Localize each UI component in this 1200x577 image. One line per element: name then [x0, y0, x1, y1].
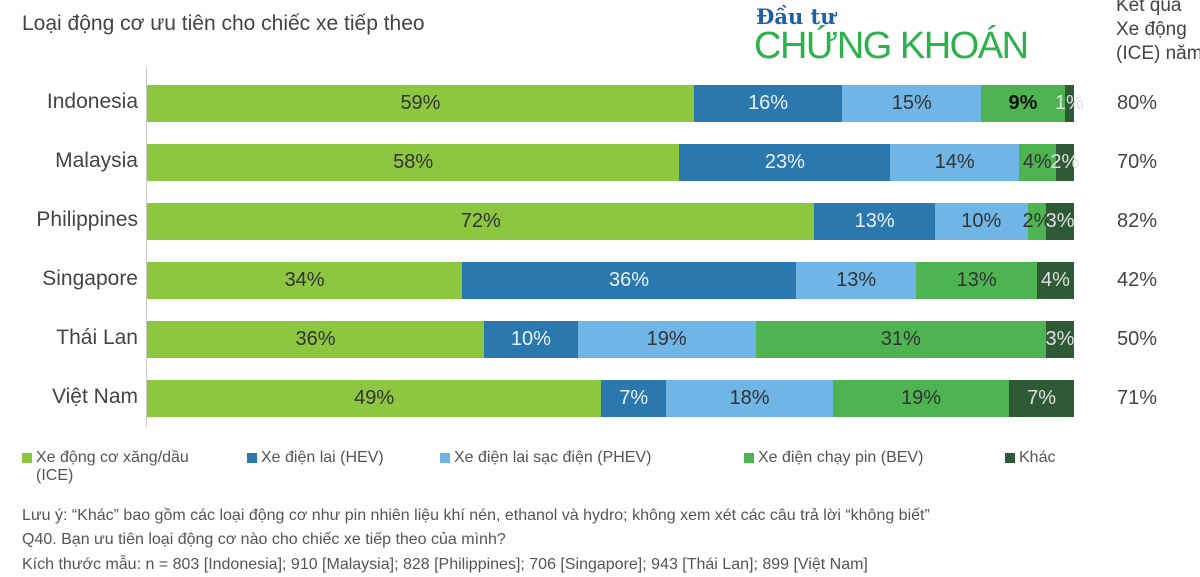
bar-segment: 3% [1046, 321, 1074, 358]
legend-swatch [1005, 453, 1015, 463]
chart-title: Loại động cơ ưu tiên cho chiếc xe tiếp t… [22, 12, 425, 35]
category-label: Philippines [36, 208, 138, 231]
logo-line1: Đầu tư [756, 4, 836, 29]
legend-item: Xe động cơ xăng/dầu (ICE) [22, 449, 222, 485]
bar-segment: 15% [842, 85, 982, 122]
category-label: Việt Nam [52, 385, 138, 408]
bar-segment: 36% [462, 262, 796, 299]
bar-segment: 10% [934, 203, 1028, 240]
logo-line2: CHỨNG KHOÁN [754, 25, 1029, 67]
legend-label: Khác [1019, 449, 1056, 466]
right-value: 71% [1117, 387, 1158, 409]
category-label: Indonesia [46, 90, 138, 113]
bar-segment: 31% [755, 321, 1046, 358]
legend-label: Xe điện chạy pin (BEV) [758, 449, 924, 466]
bar-segment: 7% [601, 380, 667, 417]
legend-label: Xe điện lai (HEV) [261, 449, 384, 466]
bar-segment: 49% [147, 380, 602, 417]
right-header-line: (ICE) năm [1116, 43, 1200, 64]
right-column-header: Kết quả Xe động (ICE) năm [1116, 0, 1200, 66]
axis-line [146, 67, 147, 427]
right-value: 80% [1117, 92, 1158, 114]
bar-segment: 13% [916, 262, 1037, 299]
bar-segment: 19% [832, 380, 1010, 417]
bar-segment: 58% [147, 144, 680, 181]
bar-segment: 2% [1022, 203, 1051, 240]
bar-segment: 3% [1046, 203, 1075, 240]
right-header-line: Kết quả [1116, 0, 1182, 16]
legend-swatch [440, 453, 450, 463]
bar-segment: 23% [679, 144, 891, 181]
right-value: 42% [1117, 269, 1158, 291]
bar-segment: 10% [484, 321, 578, 358]
bar-segment: 7% [1009, 380, 1074, 417]
right-header-line: Xe động [1116, 19, 1187, 40]
legend-swatch [22, 453, 32, 463]
bar-segment: 4% [1036, 262, 1074, 299]
category-label: Malaysia [55, 149, 138, 172]
legend-item: Xe điện chạy pin (BEV) [744, 449, 923, 467]
category-label: Thái Lan [56, 326, 138, 349]
right-value: 70% [1117, 151, 1158, 173]
bar-segment: 13% [795, 262, 917, 299]
legend-swatch [744, 453, 754, 463]
question: Q40. Bạn ưu tiên loại động cơ nào cho ch… [22, 531, 506, 548]
bar-segment: 13% [814, 203, 935, 240]
bar-segment: 34% [147, 262, 463, 299]
bar-segment: 14% [890, 144, 1019, 181]
note: Lưu ý: “Khác” bao gồm các loại động cơ n… [22, 507, 930, 524]
right-value: 50% [1117, 328, 1158, 350]
logo: Đầu tư CHỨNG KHOÁN [754, 4, 1029, 67]
bar-segment: 36% [147, 321, 485, 358]
bar-segment: 4% [1018, 144, 1056, 181]
category-label: Singapore [42, 267, 138, 290]
bar-segment: 1% [1055, 85, 1084, 122]
right-value: 82% [1117, 210, 1158, 232]
bar-segment: 18% [666, 380, 833, 417]
sample-size: Kích thước mẫu: n = 803 [Indonesia]; 910… [22, 556, 868, 573]
bar-segment: 16% [693, 85, 843, 122]
bar-segment: 59% [147, 85, 694, 122]
legend-item: Xe điện lai sạc điện (PHEV) [440, 449, 651, 467]
legend-label: Xe điện lai sạc điện (PHEV) [454, 449, 652, 466]
legend-label: Xe động cơ xăng/dầu (ICE) [36, 449, 189, 484]
legend-item: Khác [1005, 449, 1055, 467]
bar-segment: 72% [147, 203, 815, 240]
bar-segment: 9% [981, 85, 1065, 122]
bar-segment: 2% [1050, 144, 1079, 181]
bar-segment: 19% [577, 321, 756, 358]
legend-swatch [247, 453, 257, 463]
legend-item: Xe điện lai (HEV) [247, 449, 384, 467]
